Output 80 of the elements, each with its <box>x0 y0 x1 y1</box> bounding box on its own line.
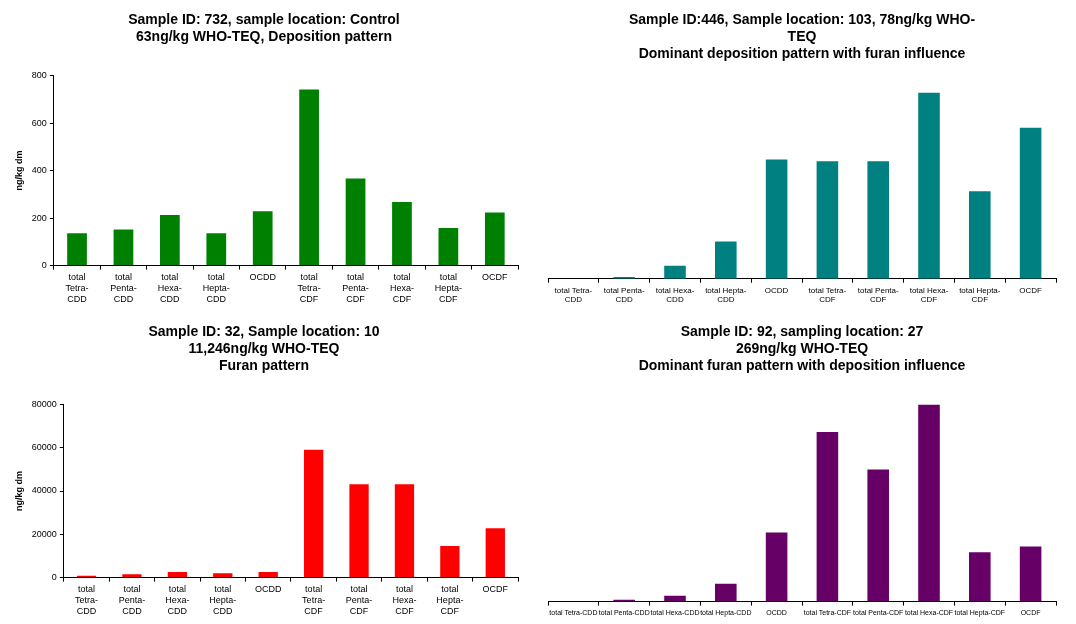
chart-title: Sample ID: 32, Sample location: 10 11,246ng/kg WHO-TEQ Furan pattern <box>148 323 380 373</box>
x-tick-label: total Tetra-CDD <box>554 285 593 305</box>
bar <box>816 432 839 602</box>
bar <box>206 233 227 266</box>
bar <box>765 532 788 602</box>
bar <box>867 161 889 279</box>
bar <box>394 484 415 578</box>
y-axis-title: ng/kg dm <box>13 471 24 511</box>
x-tick-label: OCDD <box>764 285 789 295</box>
y-tick-label: 80000 <box>31 398 57 409</box>
bar <box>816 161 839 279</box>
bar <box>664 265 686 279</box>
x-tick-label: OCDD <box>254 584 282 595</box>
bar <box>440 545 460 578</box>
bar <box>299 89 319 266</box>
bar <box>160 215 180 266</box>
x-tick-label: total Penta-CDD <box>118 584 146 617</box>
x-tick-label: total Tetra-CDF <box>808 285 847 305</box>
bar <box>122 574 142 578</box>
bar <box>765 159 788 279</box>
y-tick-label: 20000 <box>31 528 57 539</box>
y-axis-title: ng/kg dm <box>13 150 24 191</box>
y-tick-label: 200 <box>31 212 47 223</box>
x-tick-label: total Hepta-CDF <box>959 285 1001 305</box>
y-tick-label: 60000 <box>31 442 57 453</box>
chart-title: Sample ID: 92, sampling location: 27 269ng/kg WHO-TEQ Dominant furan pattern with deposition influence <box>638 323 966 373</box>
bar <box>438 228 459 266</box>
bar <box>969 552 991 602</box>
x-tick-label: total Hepta-CDF <box>434 272 462 305</box>
bar <box>484 212 505 266</box>
x-tick-label: total Hexa-CDD <box>157 272 182 305</box>
x-tick-label: total Tetra-CDF <box>302 584 326 617</box>
bar <box>113 229 134 266</box>
bar <box>303 449 324 578</box>
x-tick-label: total Penta-CDF <box>342 272 369 305</box>
x-tick-label: total Penta-CDD <box>110 272 137 305</box>
x-tick-label: total Hexa-CDF <box>909 285 949 305</box>
bar <box>349 484 369 578</box>
chart-title: Sample ID:446, Sample location: 103, 78ng/kg WHO- TEQ Dominant deposition pattern with furan influence <box>628 11 976 61</box>
bar <box>715 241 737 279</box>
x-tick-label: OCDF <box>482 584 509 595</box>
x-tick-label: OCDF <box>1019 285 1043 295</box>
y-tick-label: 0 <box>41 260 47 271</box>
bar <box>1019 127 1042 279</box>
bar <box>167 571 188 578</box>
x-tick-label: total Hexa-CDF <box>389 272 414 305</box>
bar <box>258 571 278 578</box>
x-tick-label: OCDF <box>482 272 509 283</box>
bar <box>715 583 737 602</box>
bar <box>485 528 505 578</box>
y-tick-label: 400 <box>31 165 47 176</box>
bar <box>918 404 940 602</box>
y-tick-label: 0 <box>51 572 57 583</box>
y-tick-label: 40000 <box>31 485 57 496</box>
y-tick-label: 800 <box>31 70 47 81</box>
chart-title: Sample ID: 732, sample location: Control 63ng/kg WHO-TEQ, Deposition pattern <box>128 11 400 45</box>
bar <box>345 178 366 266</box>
x-tick-label: total Hexa-CDF <box>392 584 417 617</box>
x-tick-label: total Tetra-CDF <box>297 272 321 305</box>
bar <box>67 233 87 266</box>
x-tick-label: OCDD <box>249 272 277 283</box>
x-tick-label: total Hepta-CDD <box>202 272 230 305</box>
bar <box>867 469 889 602</box>
x-tick-label: total Hepta-CDF <box>436 584 464 617</box>
bar <box>918 92 940 279</box>
x-tick-label: total Hexa-CDD <box>655 285 695 305</box>
x-tick-label: total Tetra-CDD <box>75 584 99 617</box>
x-tick-label: total Penta-CDD <box>603 285 645 305</box>
bar <box>1019 546 1042 602</box>
bar <box>213 573 233 578</box>
x-tick-label: total Penta-CDF <box>345 584 373 617</box>
x-tick-label: total Penta-CDF <box>857 285 899 305</box>
bar <box>392 201 412 266</box>
x-tick-label: total Tetra-CDD <box>65 272 89 305</box>
bar <box>969 191 991 279</box>
bar <box>252 211 273 266</box>
x-tick-label: total Hepta-CDD <box>705 285 747 305</box>
y-tick-label: 600 <box>31 117 47 128</box>
x-tick-label: total Hexa-CDD <box>165 584 190 617</box>
x-tick-label: total Hepta-CDD <box>209 584 237 617</box>
